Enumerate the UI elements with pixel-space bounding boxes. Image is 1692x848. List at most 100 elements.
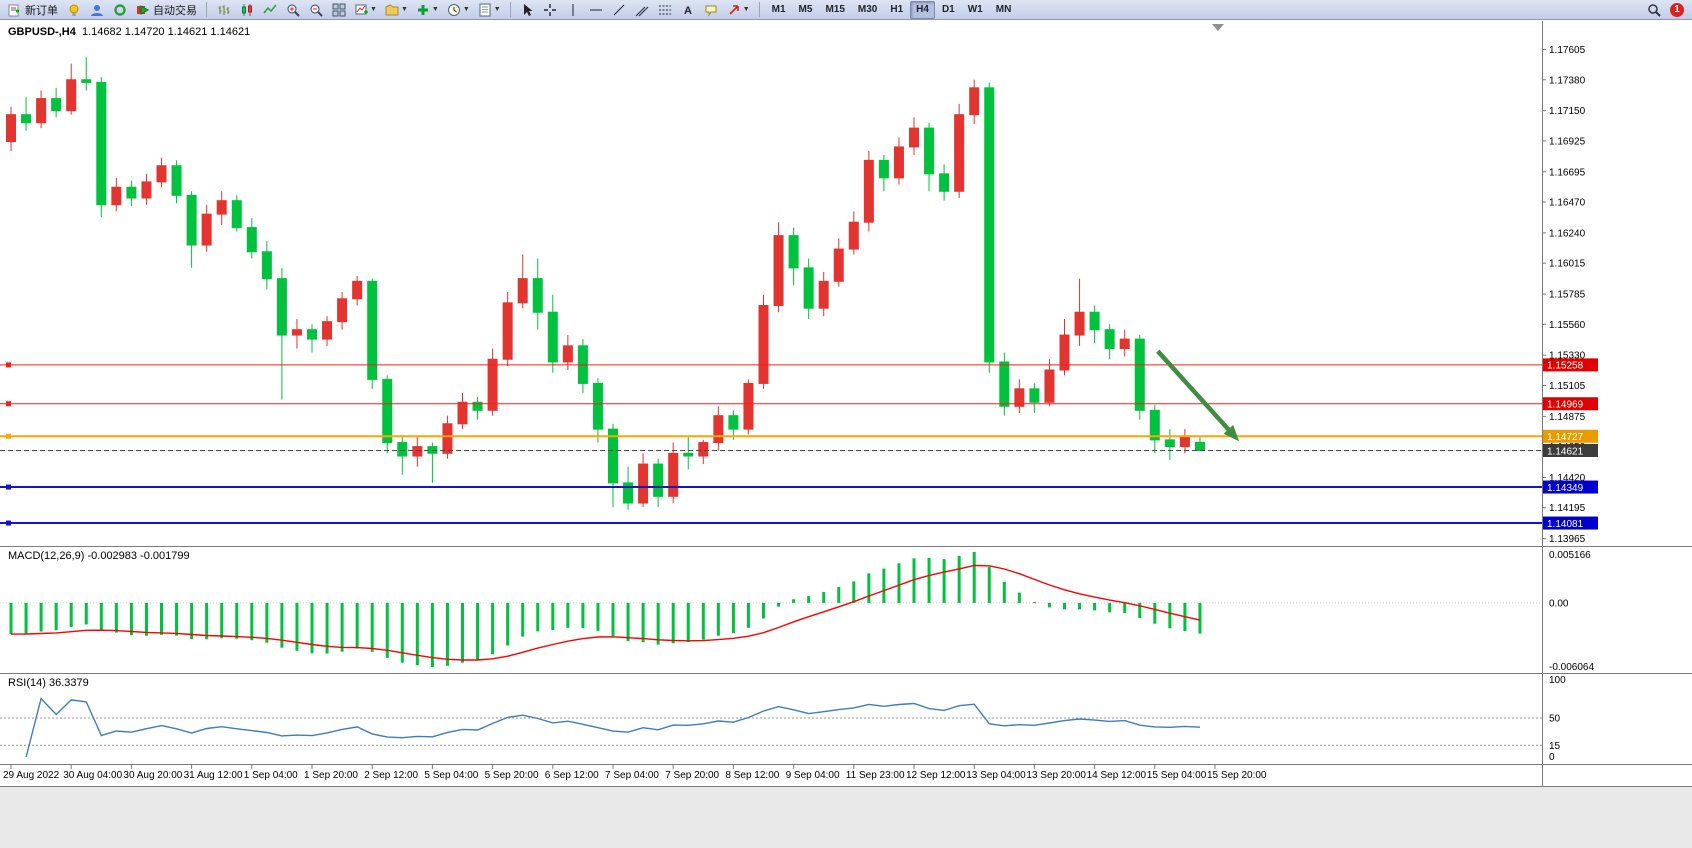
price-tick-label: 1.14420: [1549, 473, 1586, 484]
candle: [743, 382, 754, 430]
candle: [382, 378, 393, 444]
timeframe-m30-button[interactable]: M30: [857, 4, 878, 15]
trend-arrow[interactable]: [1156, 349, 1240, 442]
fibonacci-button[interactable]: [655, 1, 676, 19]
candle: [201, 213, 212, 246]
timeframe-m1-button[interactable]: M1: [771, 4, 786, 15]
time-tick-label: 13 Sep 20:00: [1026, 770, 1086, 781]
candle: [1194, 441, 1205, 451]
price-badge-label: 1.14081: [1547, 519, 1584, 530]
time-axis[interactable]: 29 Aug 2022 30 Aug 04:00 30 Aug 20:00 31 Au…: [3, 764, 1267, 781]
auto-trading-button[interactable]: 自动交易: [132, 1, 200, 19]
timeframe-group: M1 M5 M15 M30 H1 H4 D1 W1 MN: [766, 0, 1018, 19]
candle: [352, 280, 363, 300]
candle: [412, 446, 423, 457]
price-tick-label: 1.16695: [1549, 167, 1586, 178]
price-badge: [1543, 429, 1598, 443]
arrows-button[interactable]: ▼: [724, 1, 753, 19]
candles-layer: [6, 56, 1205, 510]
line-handle: [6, 401, 11, 407]
timeframe-d1-button[interactable]: D1: [941, 4, 955, 15]
clock-icon: [447, 2, 462, 17]
text-label-button[interactable]: [701, 1, 722, 19]
new-chart-button[interactable]: ▼: [351, 1, 380, 19]
crosshair-button[interactable]: [540, 1, 561, 19]
candle: [246, 227, 257, 253]
timeframe-w1-button[interactable]: W1: [967, 4, 983, 15]
zoom-in-button[interactable]: [282, 1, 303, 19]
candle: [1149, 409, 1160, 441]
candle: [36, 98, 47, 124]
timeframe-h4-button[interactable]: H4: [910, 0, 935, 19]
candle: [532, 278, 543, 313]
time-tick-label: 2 Sep 12:00: [364, 770, 418, 781]
vertical-line-icon: [566, 2, 581, 17]
candle: [442, 423, 453, 454]
candle: [1059, 334, 1070, 371]
cursor-button[interactable]: [517, 1, 538, 19]
bar-chart-button[interactable]: [213, 1, 234, 19]
dropdown-caret: ▼: [400, 6, 408, 13]
timeframe-m5-button[interactable]: M5: [798, 4, 813, 15]
candlestick-chart-button[interactable]: [236, 1, 257, 19]
zoom-out-button[interactable]: [305, 1, 326, 19]
line-chart-button[interactable]: [259, 1, 280, 19]
candle: [81, 79, 92, 83]
candle: [367, 280, 378, 380]
timeframe-m15-button[interactable]: M15: [825, 4, 845, 15]
headset-person-icon: [89, 2, 104, 17]
tile-windows-button[interactable]: [328, 1, 349, 19]
candle: [51, 98, 62, 112]
dropdown-caret: ▼: [370, 6, 377, 13]
candle: [66, 79, 77, 112]
candle: [1074, 311, 1085, 336]
periods-button[interactable]: ▼: [444, 1, 473, 19]
community-button[interactable]: [109, 1, 130, 19]
candle: [833, 248, 844, 282]
candle: [126, 186, 137, 199]
time-tick-label: 5 Sep 20:00: [485, 770, 539, 781]
ideas-button[interactable]: [63, 1, 84, 19]
channel-button[interactable]: [632, 1, 653, 19]
timeframe-mn-button[interactable]: MN: [995, 4, 1012, 15]
support-button[interactable]: [86, 1, 107, 19]
price-tick-label: 1.14195: [1549, 503, 1586, 514]
text-button[interactable]: A: [678, 1, 699, 19]
profiles-button[interactable]: ▼: [382, 1, 411, 19]
time-tick-label: 15 Sep 04:00: [1147, 770, 1207, 781]
svg-text:A: A: [684, 5, 692, 17]
trendline-button[interactable]: [609, 1, 630, 19]
candle: [818, 280, 829, 309]
search-button[interactable]: [1643, 1, 1664, 19]
candle: [291, 329, 302, 336]
indicators-button[interactable]: ▼: [413, 1, 442, 19]
candle: [638, 463, 649, 504]
zoom-in-icon: [285, 2, 300, 17]
candle: [728, 415, 739, 430]
dropdown-caret: ▼: [742, 6, 750, 13]
timeframe-h1-button[interactable]: H1: [890, 4, 904, 15]
templates-button[interactable]: ▼: [475, 1, 504, 19]
candle: [1119, 338, 1130, 349]
candle: [1164, 439, 1175, 448]
search-icon: [1646, 2, 1661, 17]
candle: [337, 298, 348, 323]
horizontal-line-button[interactable]: [586, 1, 607, 19]
candle: [472, 401, 483, 411]
horizontal-lines[interactable]: 1.15258 1.14969 1.14727 1.14621 1.14349 1.140…: [0, 358, 1598, 530]
candle: [1014, 388, 1025, 407]
toolbar-separator: [758, 2, 760, 17]
time-tick-label: 9 Sep 04:00: [786, 770, 840, 781]
time-tick-label: 31 Aug 12:00: [184, 770, 243, 781]
vertical-line-button[interactable]: [563, 1, 584, 19]
notification-badge[interactable]: 1: [1670, 2, 1684, 17]
price-axis[interactable]: 1.17605 1.17380 1.17150 1.16925 1.16695 1.164…: [1542, 45, 1586, 545]
new-order-button[interactable]: 新订单: [4, 1, 61, 19]
time-tick-label: 7 Sep 20:00: [665, 770, 719, 781]
candle: [171, 165, 182, 196]
time-tick-label: 15 Sep 20:00: [1207, 770, 1267, 781]
candle: [502, 302, 513, 360]
candle: [698, 442, 709, 457]
